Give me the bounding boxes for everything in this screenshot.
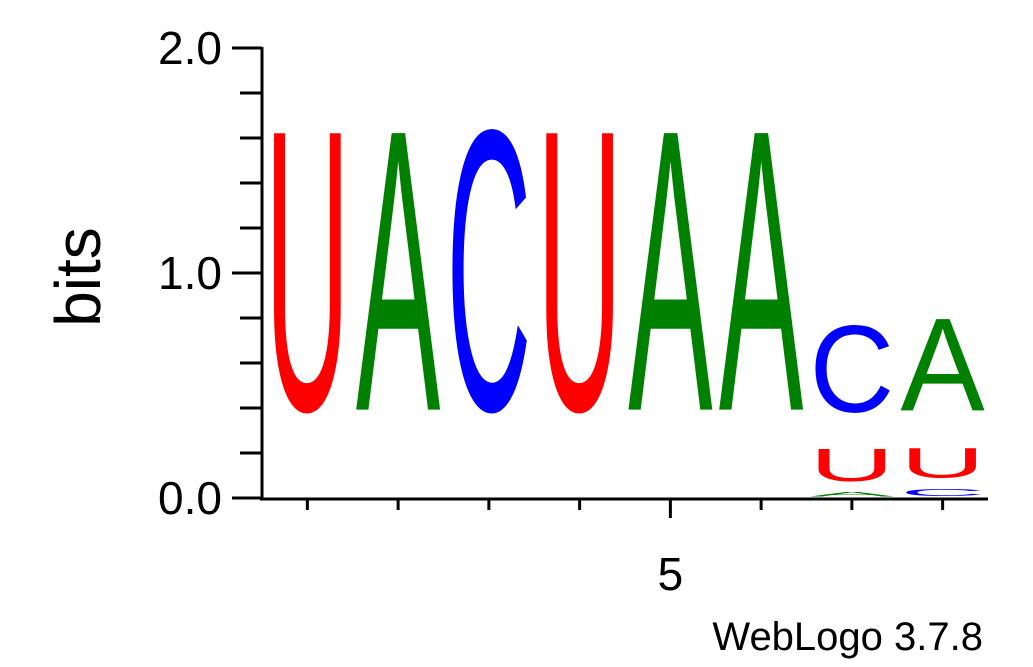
logo-letter-u-pos-4: U	[537, 46, 622, 495]
logo-letter-u-pos-8: U	[900, 439, 985, 486]
y-tick-label: 2.0	[158, 22, 222, 74]
x-axis: 5	[260, 497, 988, 600]
logo-letter-a-pos-6: A	[719, 47, 804, 496]
logo-letter-u-pos-7: U	[809, 439, 894, 491]
x-tick-label: 5	[658, 548, 684, 600]
logo-letter-c-pos-3: C	[447, 46, 532, 495]
logo-letter-a-pos-7: A	[810, 491, 895, 498]
y-tick-label: 1.0	[158, 247, 222, 299]
y-axis: 0.0 1.0 2.0	[158, 22, 264, 524]
y-axis-label: bits	[42, 227, 114, 327]
y-tick-label: 0.0	[158, 472, 222, 524]
weblogo-credit: WebLogo 3.7.8	[712, 615, 983, 659]
logo-letter-c-pos-8: C	[900, 487, 985, 498]
logo-letter-a-pos-5: A	[628, 47, 713, 496]
logo-letter-a-pos-2: A	[356, 47, 441, 496]
logo-letter-c-pos-7: C	[809, 299, 894, 439]
logo-letter-u-pos-1: U	[265, 46, 350, 495]
logo-letter-a-pos-8: A	[900, 292, 985, 439]
